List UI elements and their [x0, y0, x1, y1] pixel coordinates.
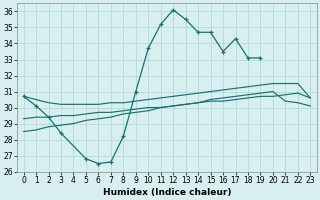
X-axis label: Humidex (Indice chaleur): Humidex (Indice chaleur) — [103, 188, 231, 197]
